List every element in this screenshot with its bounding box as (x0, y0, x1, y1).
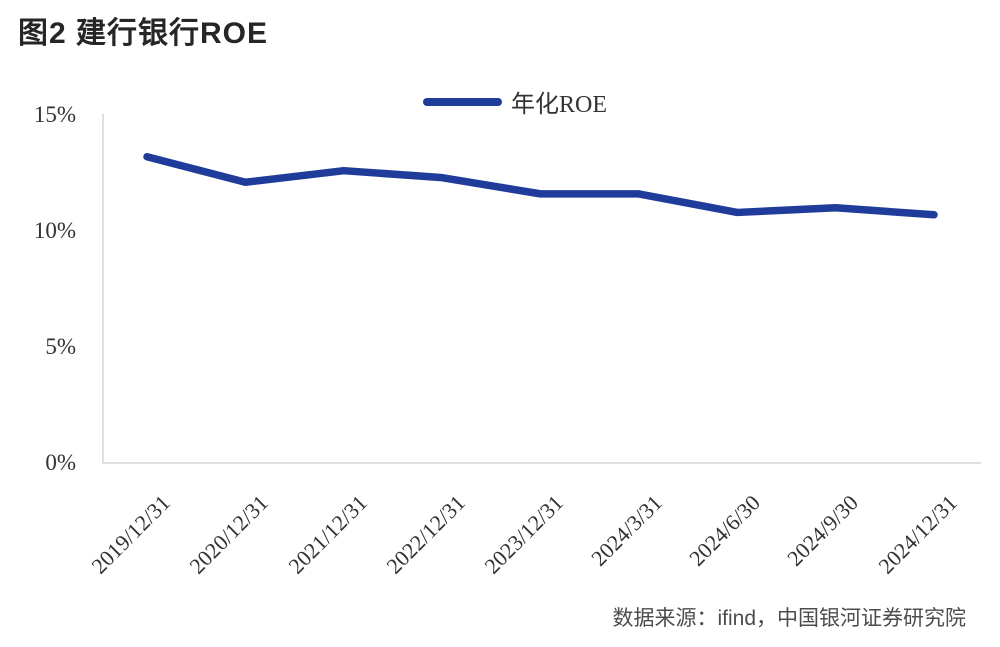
chart-title: 图2 建行银行ROE (18, 17, 269, 50)
legend-label: 年化ROE (511, 92, 607, 118)
source-note: 数据来源：ifind，中国银河证券研究院 (612, 607, 966, 630)
y-tick-label: 10% (33, 218, 76, 243)
y-tick-label: 0% (45, 450, 76, 475)
legend: 年化ROE (423, 84, 607, 119)
roe-series-line (143, 153, 938, 219)
y-tick-label: 15% (33, 102, 76, 127)
legend-line-swatch (423, 97, 502, 106)
y-tick-label: 5% (45, 334, 76, 359)
